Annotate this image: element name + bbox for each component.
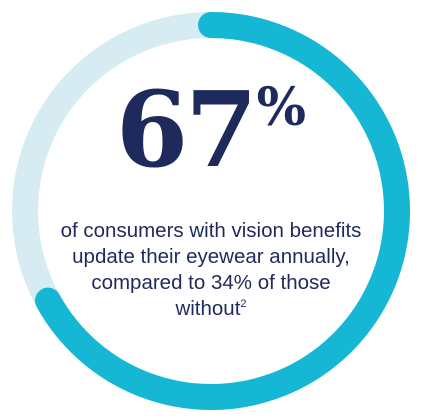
donut-filled-arc bbox=[35, 12, 410, 410]
stat-caption-text: of consumers with vision benefits update… bbox=[60, 219, 362, 320]
stat-unit: % bbox=[256, 77, 307, 138]
stat-number: 67 bbox=[115, 68, 258, 191]
footnote-ref: 2 bbox=[240, 298, 247, 311]
stat-caption: of consumers with vision benefits update… bbox=[55, 218, 367, 322]
stat-value: 67% bbox=[0, 78, 422, 182]
